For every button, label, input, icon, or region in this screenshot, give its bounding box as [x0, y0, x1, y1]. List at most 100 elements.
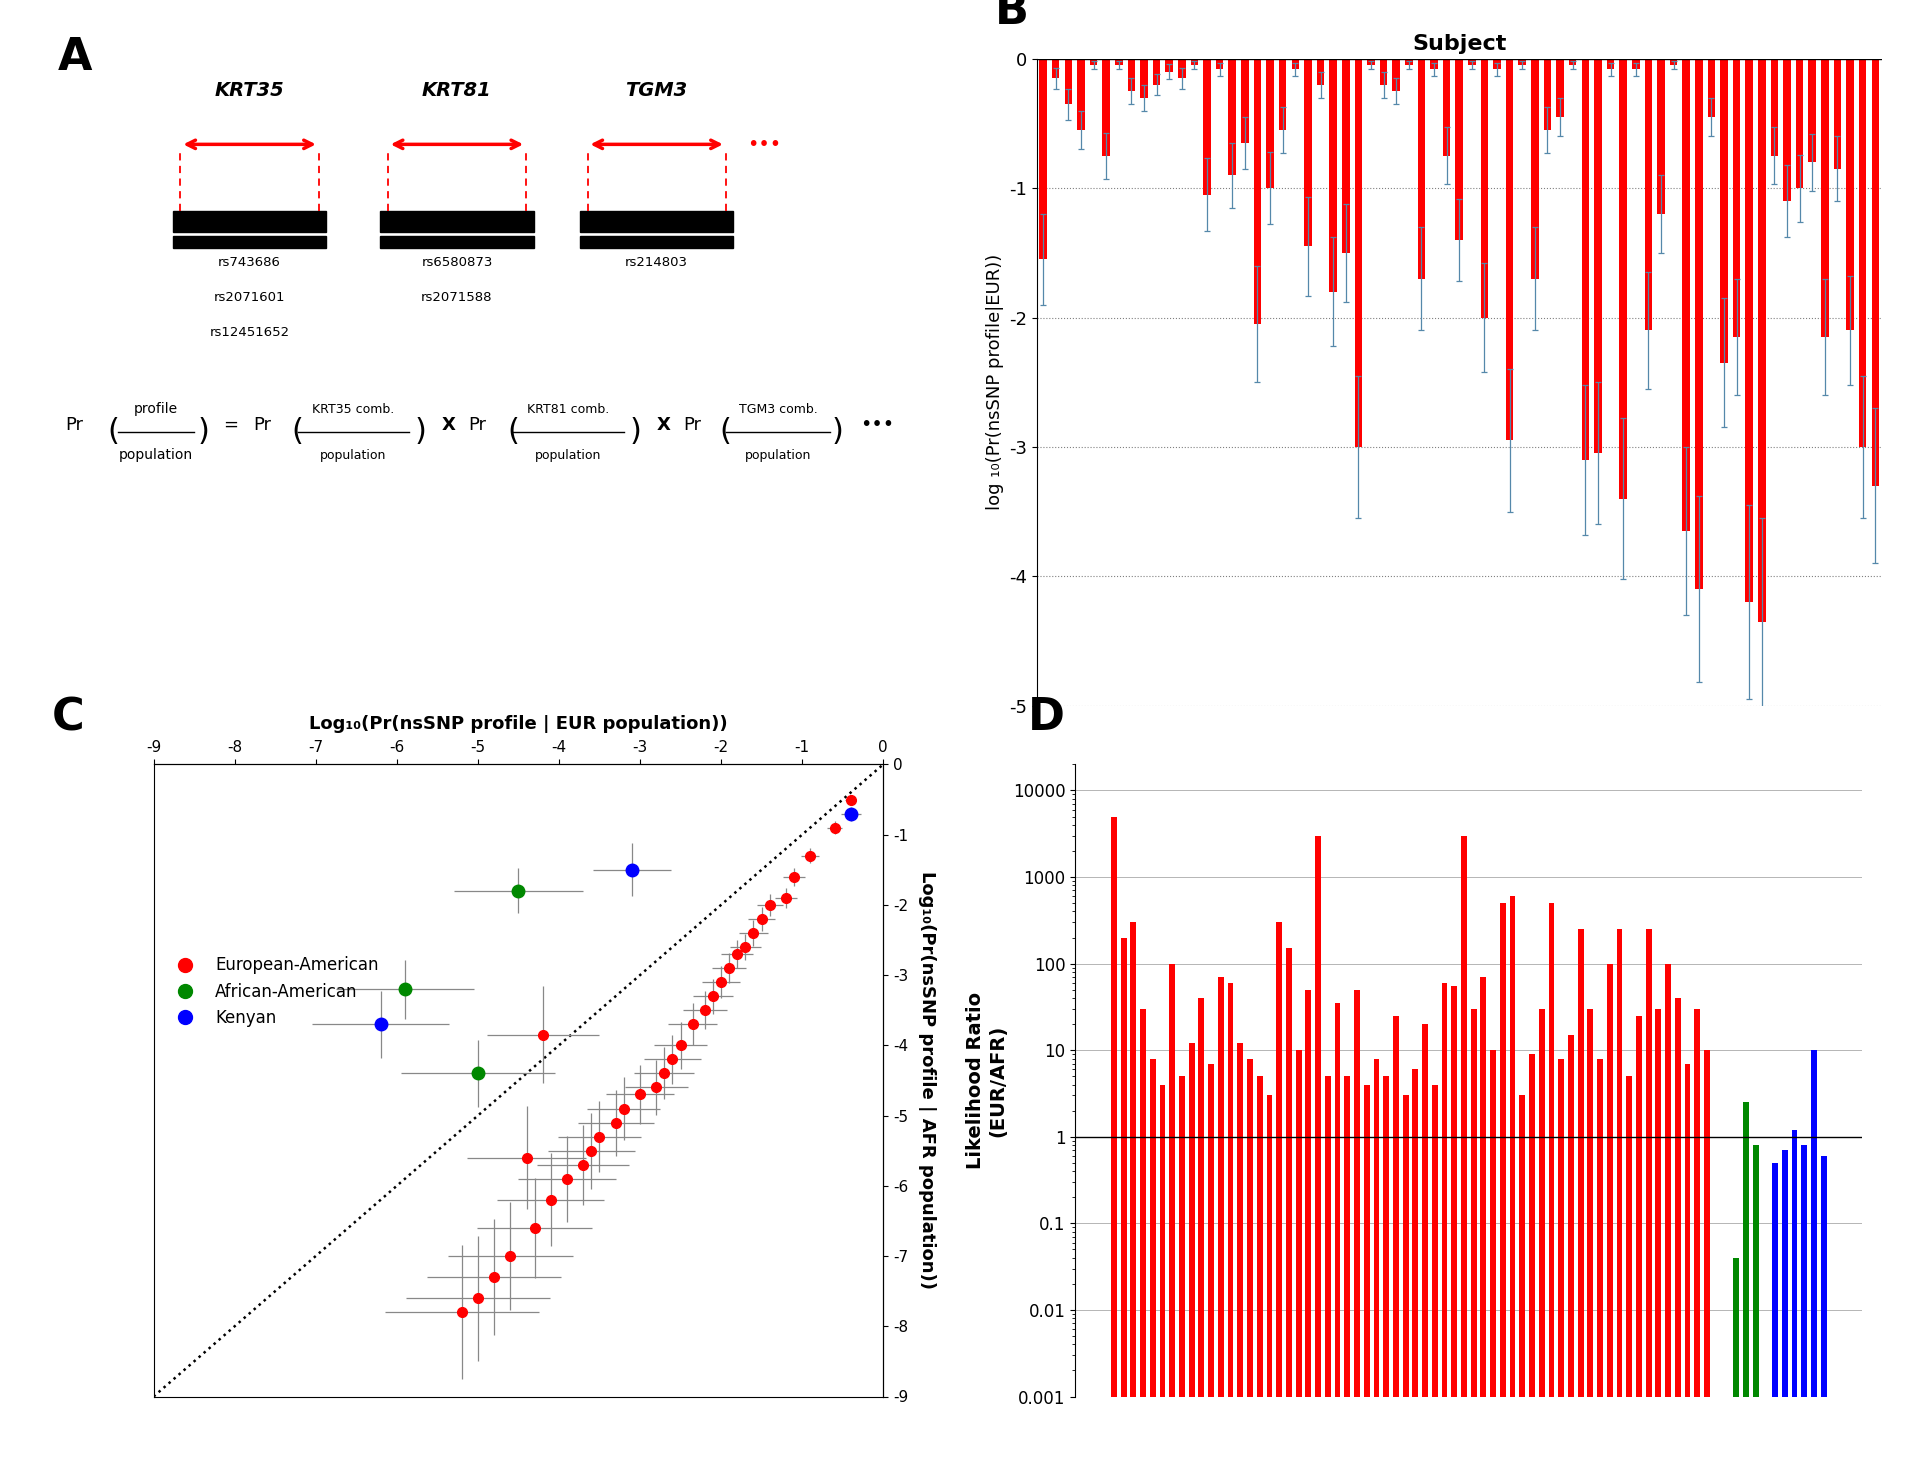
- Bar: [380, 210, 534, 232]
- Bar: [1471, 1008, 1476, 1470]
- Bar: [1655, 1008, 1661, 1470]
- Bar: [1413, 1069, 1419, 1470]
- Bar: [1404, 1095, 1409, 1470]
- Text: KRT35 comb.: KRT35 comb.: [313, 403, 394, 416]
- Bar: [1091, 59, 1098, 65]
- Text: X: X: [442, 416, 455, 434]
- Bar: [1636, 1016, 1642, 1470]
- Bar: [1617, 929, 1622, 1470]
- Bar: [1296, 1050, 1302, 1470]
- Bar: [1140, 1008, 1146, 1470]
- Bar: [1150, 1058, 1156, 1470]
- Text: B: B: [995, 0, 1029, 32]
- Bar: [1480, 978, 1486, 1470]
- Bar: [1131, 922, 1137, 1470]
- Bar: [1254, 59, 1261, 323]
- Text: =: =: [223, 416, 238, 434]
- Text: KRT81 comb.: KRT81 comb.: [528, 403, 609, 416]
- Bar: [1430, 59, 1438, 69]
- Bar: [1204, 59, 1212, 194]
- Bar: [380, 235, 534, 248]
- Bar: [1442, 59, 1450, 156]
- Bar: [1607, 59, 1615, 69]
- Y-axis label: Likelihood Ratio
(EUR/AFR): Likelihood Ratio (EUR/AFR): [966, 992, 1008, 1169]
- Bar: [1461, 836, 1467, 1470]
- Bar: [1442, 983, 1448, 1470]
- Bar: [1557, 59, 1565, 118]
- Text: D: D: [1027, 697, 1066, 739]
- Bar: [1578, 929, 1584, 1470]
- Text: population: population: [119, 448, 194, 463]
- Bar: [1140, 59, 1148, 97]
- Bar: [1619, 59, 1626, 498]
- Bar: [1121, 938, 1127, 1470]
- Bar: [1645, 59, 1651, 331]
- Bar: [1569, 1035, 1574, 1470]
- Bar: [1782, 1150, 1788, 1470]
- Bar: [1304, 59, 1311, 247]
- Bar: [1544, 59, 1551, 129]
- Text: Pr: Pr: [468, 416, 486, 434]
- Text: rs12451652: rs12451652: [209, 326, 290, 340]
- Bar: [1530, 59, 1538, 279]
- Text: population: population: [536, 448, 601, 462]
- Bar: [1417, 59, 1425, 279]
- Bar: [1784, 59, 1791, 201]
- Bar: [1724, 1396, 1730, 1470]
- Bar: [1626, 1076, 1632, 1470]
- Bar: [580, 235, 733, 248]
- Bar: [173, 210, 326, 232]
- Bar: [1582, 59, 1590, 460]
- Bar: [1772, 1163, 1778, 1470]
- Bar: [1306, 989, 1311, 1470]
- Bar: [1380, 59, 1388, 85]
- Bar: [1720, 59, 1728, 363]
- Bar: [1190, 59, 1198, 65]
- Bar: [1528, 1054, 1534, 1470]
- Bar: [1695, 59, 1703, 589]
- Text: profile: profile: [134, 403, 179, 416]
- Bar: [1801, 1145, 1807, 1470]
- Bar: [1392, 1016, 1400, 1470]
- Bar: [1693, 1008, 1701, 1470]
- Bar: [1354, 989, 1359, 1470]
- Bar: [1077, 59, 1085, 129]
- Bar: [1112, 816, 1117, 1470]
- Bar: [1770, 59, 1778, 156]
- Bar: [1329, 59, 1336, 291]
- Bar: [1267, 1095, 1273, 1470]
- Bar: [1820, 59, 1828, 337]
- Bar: [1549, 903, 1555, 1470]
- Bar: [1759, 59, 1766, 622]
- Bar: [1494, 59, 1501, 69]
- Bar: [1064, 59, 1071, 104]
- Text: TGM3 comb.: TGM3 comb.: [739, 403, 818, 416]
- Bar: [1743, 1102, 1749, 1470]
- Bar: [1795, 59, 1803, 188]
- Bar: [1707, 59, 1715, 118]
- Bar: [1286, 948, 1292, 1470]
- Bar: [1325, 1076, 1331, 1470]
- Bar: [1559, 1058, 1565, 1470]
- Bar: [1208, 1064, 1213, 1470]
- Bar: [1363, 1085, 1369, 1470]
- Text: (: (: [720, 417, 732, 447]
- Bar: [1490, 1050, 1496, 1470]
- Text: population: population: [745, 448, 810, 462]
- Text: Pr: Pr: [684, 416, 701, 434]
- Bar: [1227, 983, 1233, 1470]
- Bar: [1607, 964, 1613, 1470]
- Bar: [1519, 1095, 1524, 1470]
- Bar: [1292, 59, 1300, 69]
- Bar: [1834, 59, 1841, 169]
- Bar: [1820, 1155, 1826, 1470]
- Bar: [1423, 1025, 1428, 1470]
- Text: TGM3: TGM3: [626, 81, 687, 100]
- Bar: [1229, 59, 1236, 175]
- Bar: [1102, 59, 1110, 156]
- Bar: [1645, 929, 1651, 1470]
- Bar: [1809, 59, 1816, 162]
- Bar: [1745, 59, 1753, 603]
- Text: •••: •••: [747, 135, 781, 154]
- Bar: [1367, 59, 1375, 65]
